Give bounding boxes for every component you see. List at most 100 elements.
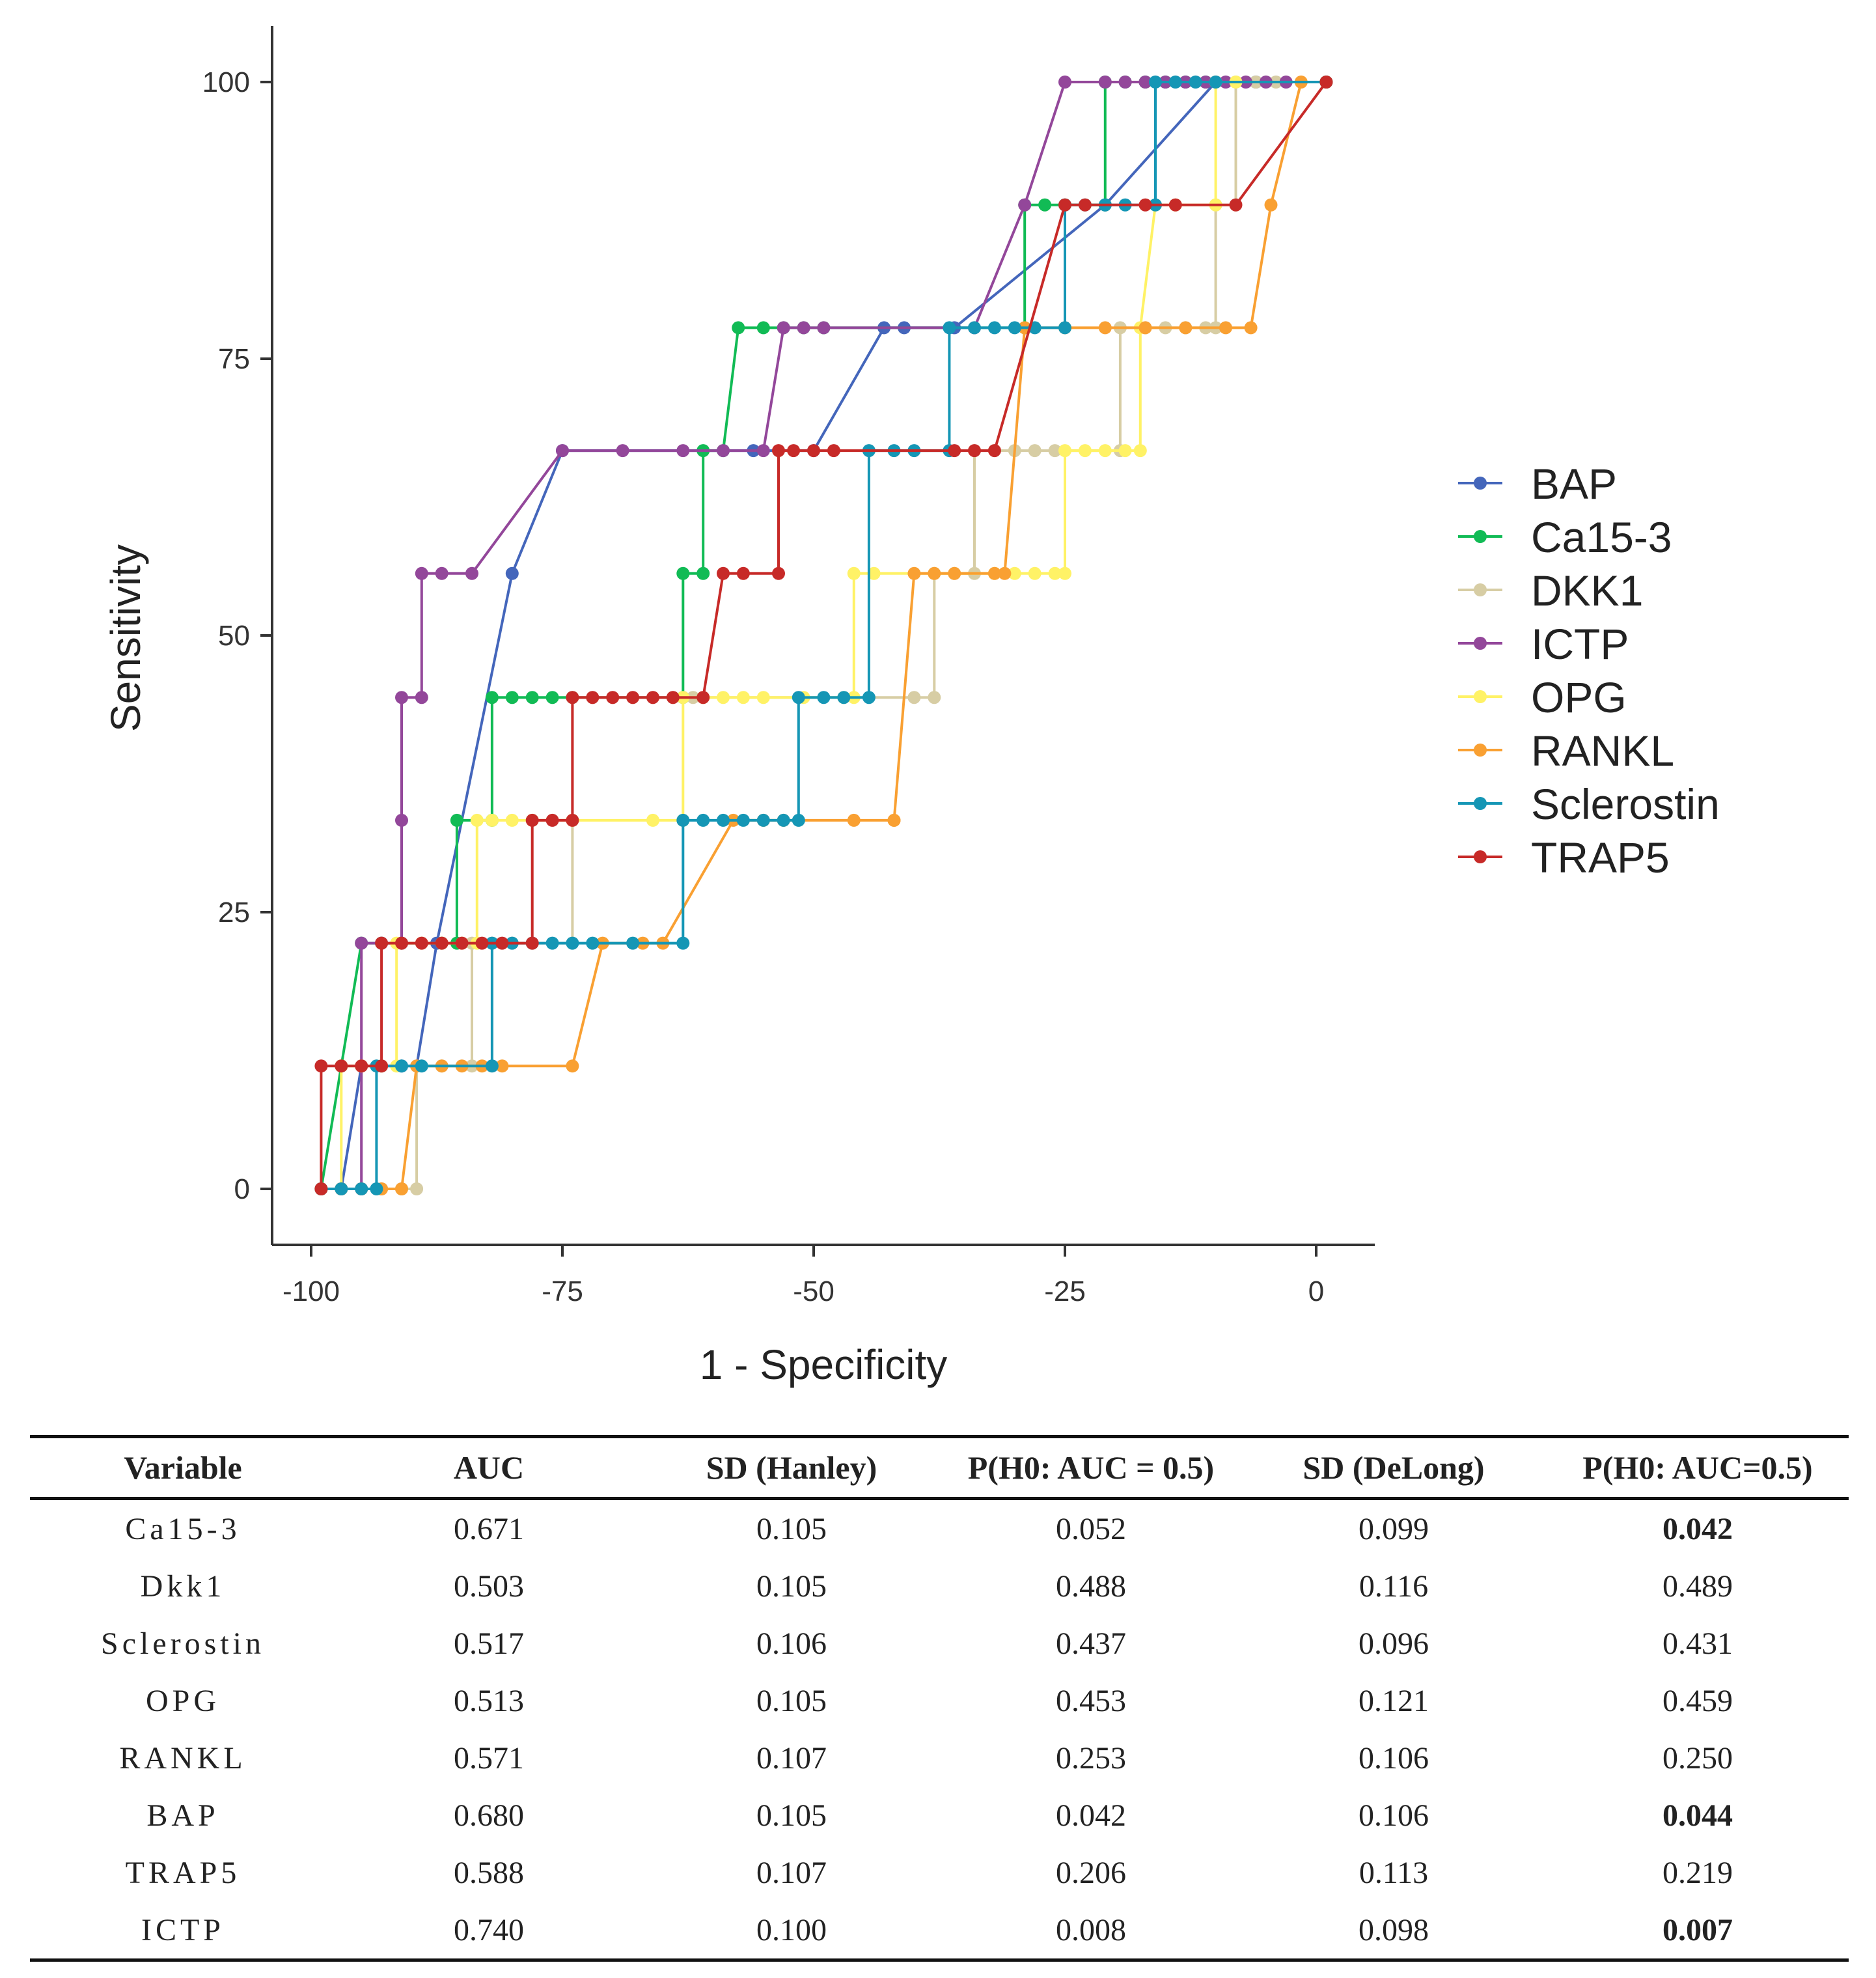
series-sclerostin <box>314 76 1333 1195</box>
data-point <box>355 1182 368 1195</box>
series-ictp <box>314 76 1333 1195</box>
data-point <box>646 813 659 827</box>
data-point <box>505 566 519 580</box>
data-point <box>395 936 408 950</box>
auc-results-table: Variable AUC SD (Hanley) P(H0: AUC = 0.5… <box>30 1435 1849 1962</box>
data-point <box>586 936 600 950</box>
data-point <box>998 566 1012 580</box>
cell-sd-delong: 0.106 <box>1359 1798 1429 1833</box>
cell-sd-hanley: 0.106 <box>756 1626 827 1661</box>
data-point <box>987 566 1001 580</box>
data-point <box>475 936 489 950</box>
data-point <box>1058 76 1071 89</box>
data-point <box>1229 198 1243 212</box>
data-point <box>566 813 579 827</box>
cell-sd-hanley: 0.105 <box>756 1568 827 1604</box>
data-point <box>465 566 478 580</box>
data-point <box>1028 444 1041 458</box>
cell-p-hanley: 0.042 <box>1056 1798 1126 1833</box>
data-point <box>1219 321 1232 335</box>
cell-sd-hanley: 0.107 <box>756 1740 827 1776</box>
data-point <box>355 936 368 950</box>
series-trap5 <box>314 76 1333 1195</box>
data-point <box>736 813 750 827</box>
data-point <box>505 691 519 704</box>
legend-label: ICTP <box>1531 620 1629 668</box>
cell-sd-delong: 0.113 <box>1359 1855 1429 1890</box>
data-point <box>314 1182 328 1195</box>
cell-p-hanley: 0.052 <box>1056 1511 1126 1546</box>
legend-key-dot <box>1474 690 1487 703</box>
data-point <box>335 1182 348 1195</box>
data-point <box>606 691 620 704</box>
legend-key-dot <box>1474 530 1487 543</box>
data-point <box>777 813 790 827</box>
header-auc: AUC <box>453 1449 525 1486</box>
cell-auc: 0.503 <box>454 1568 524 1604</box>
data-point <box>1118 444 1132 458</box>
legend-label: TRAP5 <box>1531 833 1670 882</box>
data-point <box>545 691 559 704</box>
data-point <box>1048 566 1062 580</box>
data-point <box>1008 566 1021 580</box>
cell-p-hanley: 0.253 <box>1056 1740 1126 1776</box>
data-point <box>470 813 484 827</box>
data-point <box>435 566 448 580</box>
data-point <box>987 444 1001 458</box>
data-point <box>717 444 730 458</box>
data-point <box>676 566 690 580</box>
legend-label: Ca15-3 <box>1531 513 1672 561</box>
cell-sd-hanley: 0.105 <box>756 1511 827 1546</box>
data-point <box>907 566 921 580</box>
data-point <box>1098 76 1112 89</box>
cell-p-hanley: 0.206 <box>1056 1855 1126 1890</box>
y-axis-title: Sensitivity <box>102 544 149 732</box>
header-variable: Variable <box>124 1449 242 1486</box>
data-point <box>736 566 750 580</box>
data-point <box>787 444 801 458</box>
series-bap <box>314 76 1333 1195</box>
data-point <box>1168 198 1182 212</box>
cell-p-delong: 0.250 <box>1662 1740 1733 1776</box>
y-tick-label: 50 <box>218 620 250 652</box>
data-point <box>1048 444 1062 458</box>
cell-p-hanley: 0.488 <box>1056 1568 1126 1604</box>
data-point <box>676 444 690 458</box>
data-point <box>616 444 629 458</box>
y-tick-label: 0 <box>234 1173 250 1205</box>
data-point <box>772 444 785 458</box>
table-row: Dkk1 0.503 0.105 0.488 0.116 0.489 <box>30 1557 1849 1615</box>
data-point <box>485 1059 499 1073</box>
cell-variable: Sclerostin <box>101 1626 265 1661</box>
data-point <box>485 691 499 704</box>
data-point <box>1058 198 1071 212</box>
data-point <box>732 321 745 335</box>
data-point <box>862 691 876 704</box>
cell-auc: 0.513 <box>454 1683 524 1718</box>
x-axis-title: 1 - Specificity <box>700 1341 948 1388</box>
data-point <box>697 566 710 580</box>
data-point <box>987 321 1001 335</box>
cell-auc: 0.571 <box>454 1740 524 1776</box>
cell-sd-delong: 0.096 <box>1359 1626 1429 1661</box>
cell-variable: TRAP5 <box>125 1855 241 1890</box>
data-point <box>1149 76 1162 89</box>
cell-variable: RANKL <box>119 1740 247 1776</box>
data-point <box>495 936 509 950</box>
x-tick-label: -75 <box>542 1275 583 1307</box>
data-point <box>756 444 770 458</box>
data-point <box>525 936 539 950</box>
data-point <box>792 813 805 827</box>
data-point <box>545 813 559 827</box>
cell-p-hanley: 0.008 <box>941 1901 1241 1962</box>
data-point <box>415 1059 428 1073</box>
data-point <box>1264 198 1278 212</box>
data-point <box>792 691 805 704</box>
data-point <box>450 813 463 827</box>
data-point <box>887 813 901 827</box>
x-tick-label: 0 <box>1308 1275 1324 1307</box>
data-point <box>626 691 640 704</box>
data-point <box>1133 444 1147 458</box>
table-row: TRAP5 0.588 0.107 0.206 0.113 0.219 <box>30 1844 1849 1901</box>
legend-label: OPG <box>1531 673 1627 721</box>
